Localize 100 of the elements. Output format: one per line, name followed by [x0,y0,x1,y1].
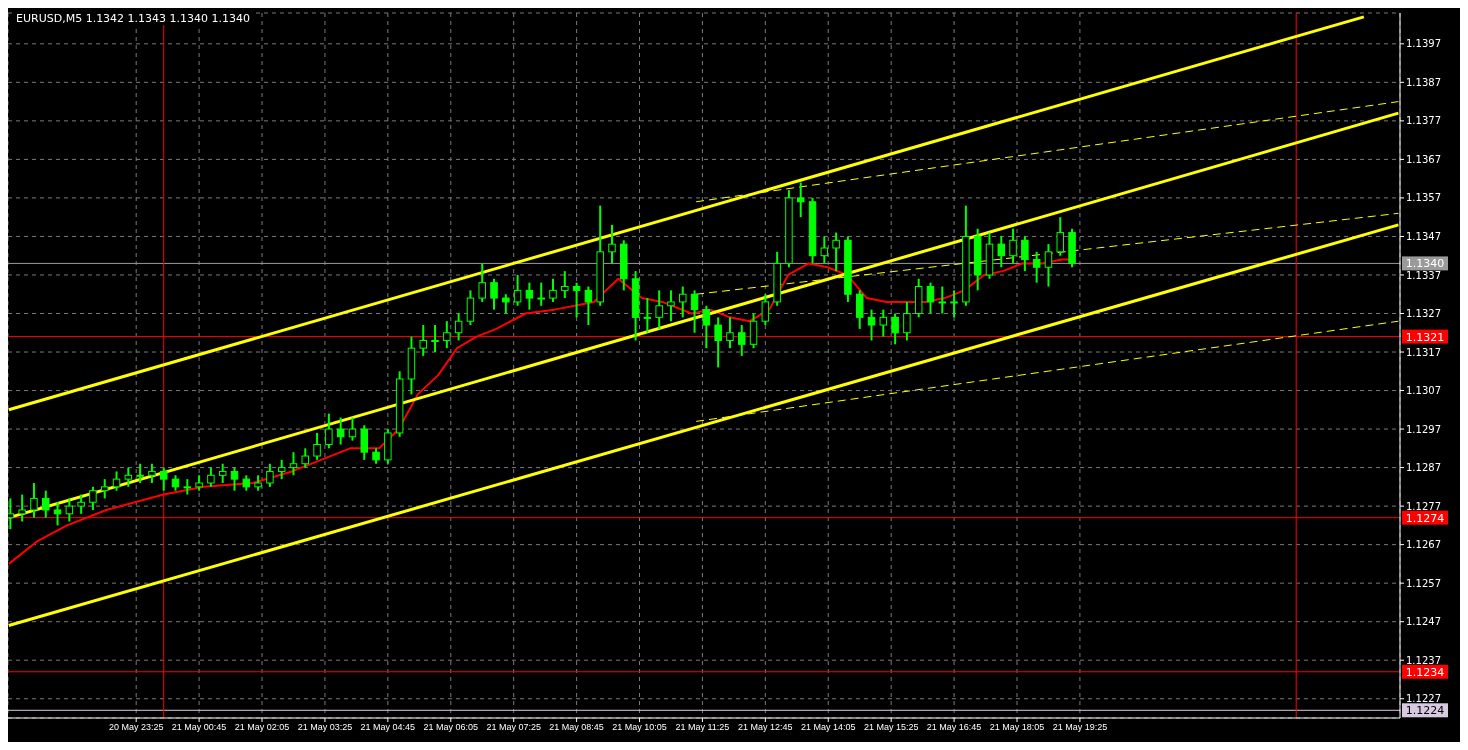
y-tick-label: 1.1377 [1406,115,1441,127]
candlestick [336,416,345,446]
y-tick-label: 1.1307 [1406,385,1441,397]
candlestick [266,462,274,488]
candlestick [136,462,144,484]
x-tick-label: 21 May 15:25 [863,722,919,733]
y-tick-label: 1.1337 [1406,269,1441,281]
chart-title: EURUSD,M5 1.1342 1.1343 1.1340 1.1340 [14,12,253,25]
candlestick [761,293,770,327]
candlestick [820,235,829,265]
candlestick [159,466,168,492]
candlestick [89,485,97,511]
candlestick [431,324,439,354]
candlestick [65,497,74,523]
y-tick-label: 1.1397 [1406,38,1441,50]
candlestick [643,297,652,334]
candlestick [584,285,593,327]
x-tick-label: 21 May 11:25 [675,722,730,733]
candlestick [525,281,534,311]
ref-line-label: 1.1274 [1405,511,1445,525]
candlestick [360,424,368,461]
candlestick [277,458,286,481]
x-tick-label: 21 May 08:45 [549,722,604,733]
candlestick [867,308,876,342]
candlestick [891,312,899,346]
candlestick [18,493,26,523]
y-tick-label: 1.1237 [1406,654,1441,666]
candlestick [301,447,310,469]
candlestick [667,289,675,323]
candlestick [148,462,156,484]
x-tick-label: 21 May 12:45 [738,722,793,733]
candlestick [561,270,569,300]
y-tick-label: 1.1387 [1406,76,1441,88]
candlestick [313,431,321,461]
candlestick [796,181,805,219]
x-tick-label: 21 May 19:25 [1052,722,1108,733]
candlestick [1032,250,1041,284]
candlestick [478,262,486,303]
candlestick [738,324,746,357]
ref-line-label: 1.1340 [1405,257,1445,271]
candlestick [926,281,935,315]
candlestick [702,304,711,350]
x-tick-label: 21 May 00:45 [171,722,227,733]
candlestick [348,416,357,442]
candlestick [42,489,50,519]
candlestick [950,289,958,319]
y-tick-label: 1.1277 [1406,500,1441,512]
candlestick [100,478,109,500]
x-tick-label: 21 May 06:05 [423,722,479,733]
y-tick-label: 1.1297 [1406,423,1441,435]
candlestick [230,466,239,492]
ref-line-label: 1.1234 [1405,665,1445,679]
x-tick-label: 21 May 04:45 [360,722,416,733]
y-tick-label: 1.1227 [1406,693,1441,705]
candlestick [466,289,475,327]
y-tick-label: 1.1247 [1406,616,1441,628]
x-tick-label: 21 May 07:25 [486,722,541,733]
candlestick [938,285,947,315]
candlestick [879,308,888,338]
y-tick-label: 1.1367 [1406,153,1441,165]
candlestick [714,316,722,369]
candlestick [513,273,522,307]
y-tick-label: 1.1357 [1406,192,1441,204]
candlestick [997,235,1006,269]
candlestick [490,277,498,311]
candlestick [608,223,616,265]
ref-line-label: 1.1224 [1405,704,1445,718]
candlestick [749,312,758,350]
candlestick [454,312,463,342]
x-tick-label: 21 May 14:05 [800,722,856,733]
candlestick [726,316,734,350]
x-tick-label: 21 May 03:25 [297,722,353,733]
candlestick [1009,227,1017,265]
y-tick-label: 1.1317 [1406,346,1441,358]
candlestick [537,281,545,307]
x-tick-label: 20 May 23:25 [108,722,164,733]
candlestick [289,451,298,477]
candlestick [679,285,687,319]
ref-line-label: 1.1321 [1405,330,1445,344]
candlestick [832,231,840,273]
candlestick [30,482,38,519]
y-tick-label: 1.1267 [1406,539,1441,551]
candlestick [690,289,699,334]
candlestick [655,289,663,330]
candlestick [218,462,227,484]
candlestick [419,324,427,357]
candlestick [549,277,557,303]
candlestick [1021,235,1029,273]
candlestick [124,466,133,488]
x-tick-label: 21 May 16:45 [926,722,982,733]
y-tick-label: 1.1257 [1406,577,1441,589]
candlestick [443,320,451,350]
y-tick-label: 1.1347 [1406,230,1441,242]
x-tick-label: 21 May 10:05 [612,722,667,733]
candlestick [77,493,85,515]
candlestick [112,470,121,492]
candlestick [325,412,333,450]
x-tick-label: 21 May 18:05 [989,722,1045,733]
candlestick [1044,243,1053,288]
candlestick [903,300,911,342]
